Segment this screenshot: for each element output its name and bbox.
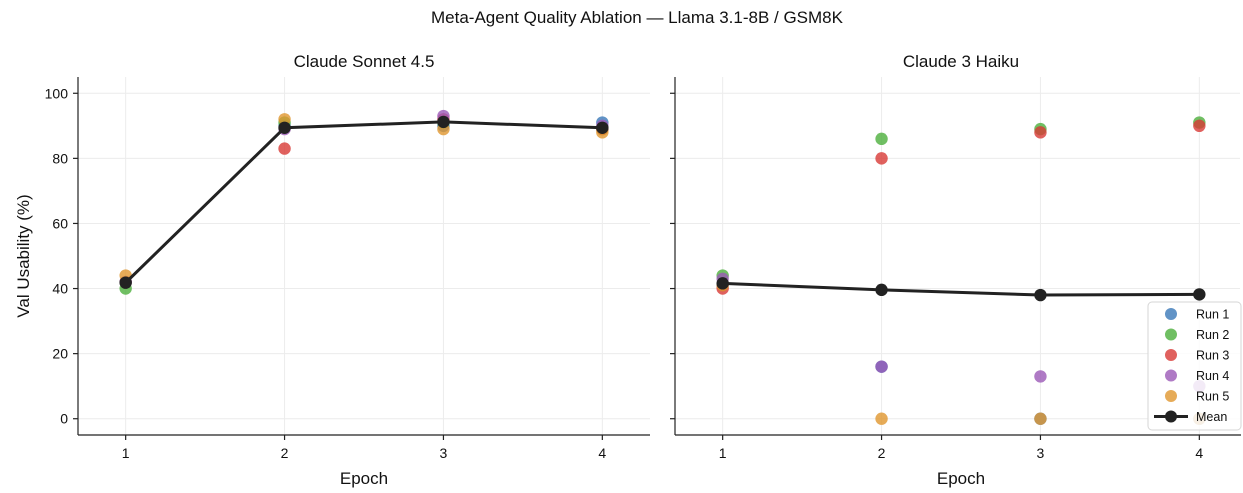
mean-point: [875, 283, 888, 297]
mean-point: [1034, 288, 1047, 302]
figure-title: Meta-Agent Quality Ablation — Llama 3.1-…: [431, 8, 844, 27]
point-run-3: [1034, 126, 1047, 139]
mean-point: [596, 121, 609, 134]
legend-marker-run-3: [1165, 349, 1177, 361]
mean-point: [716, 277, 729, 290]
legend-marker-mean: [1165, 410, 1177, 423]
panel-title: Claude Sonnet 4.5: [294, 52, 435, 71]
x-tick-label: 2: [281, 445, 289, 461]
ticks: 1 2 3 4: [670, 92, 1203, 461]
point-run-2: [875, 132, 888, 146]
x-tick-label: 3: [1037, 445, 1045, 461]
x-tick-label: 4: [1195, 445, 1203, 461]
mean-line: [722, 281, 1200, 297]
mean-point: [437, 115, 450, 129]
x-tick-label: 1: [122, 445, 130, 461]
legend-label: Run 2: [1196, 328, 1229, 342]
mean-line: [124, 120, 603, 284]
x-tick-label: 3: [440, 445, 448, 461]
point-run-4: [875, 360, 888, 373]
legend-marker-run-1: [1165, 308, 1177, 320]
legend-label: Run 1: [1196, 308, 1229, 322]
legend-label: Mean: [1196, 410, 1227, 424]
point-run-4: [1034, 370, 1047, 383]
grid: [78, 77, 650, 435]
point-run-5: [1034, 412, 1047, 425]
point-run-3: [278, 142, 291, 155]
y-tick-label: 80: [52, 150, 68, 166]
legend-marker-run-2: [1165, 328, 1177, 341]
ticks: 0 20 40 60 80 100 1 2 3 4: [45, 85, 607, 461]
y-tick-label: 60: [52, 215, 68, 231]
axes: [77, 77, 650, 436]
point-run-5: [875, 412, 888, 425]
x-tick-label: 4: [598, 445, 606, 461]
panel-claude-sonnet: 0 20 40 60 80 100 1 2 3 4 Claude Sonnet 4.5 Epoch…: [14, 52, 650, 488]
y-tick-label: 100: [45, 85, 69, 101]
y-tick-label: 40: [52, 281, 68, 297]
y-tick-label: 0: [60, 411, 68, 427]
legend-label: Run 3: [1196, 349, 1229, 363]
point-run-3: [875, 152, 888, 165]
points: [119, 109, 609, 295]
x-tick-label: 1: [719, 445, 727, 461]
x-axis-label: Epoch: [340, 469, 388, 488]
y-axis-label: Val Usability (%): [14, 194, 33, 317]
axes: [674, 77, 1241, 436]
y-tick-label: 20: [52, 346, 68, 362]
x-tick-label: 2: [878, 445, 886, 461]
mean-point: [278, 121, 291, 134]
x-axis-label: Epoch: [937, 469, 985, 488]
legend-marker-run-5: [1165, 390, 1177, 402]
points: [716, 116, 1206, 425]
mean-point: [1193, 288, 1206, 301]
legend: Run 1 Run 2 Run 3 Run 4 Run 5 Mean: [1147, 301, 1242, 431]
point-run-3: [1193, 119, 1206, 133]
legend-label: Run 5: [1196, 390, 1229, 404]
legend-marker-run-4: [1165, 369, 1177, 382]
mean-point: [119, 276, 132, 289]
legend-label: Run 4: [1196, 369, 1229, 383]
panel-title: Claude 3 Haiku: [903, 52, 1019, 71]
